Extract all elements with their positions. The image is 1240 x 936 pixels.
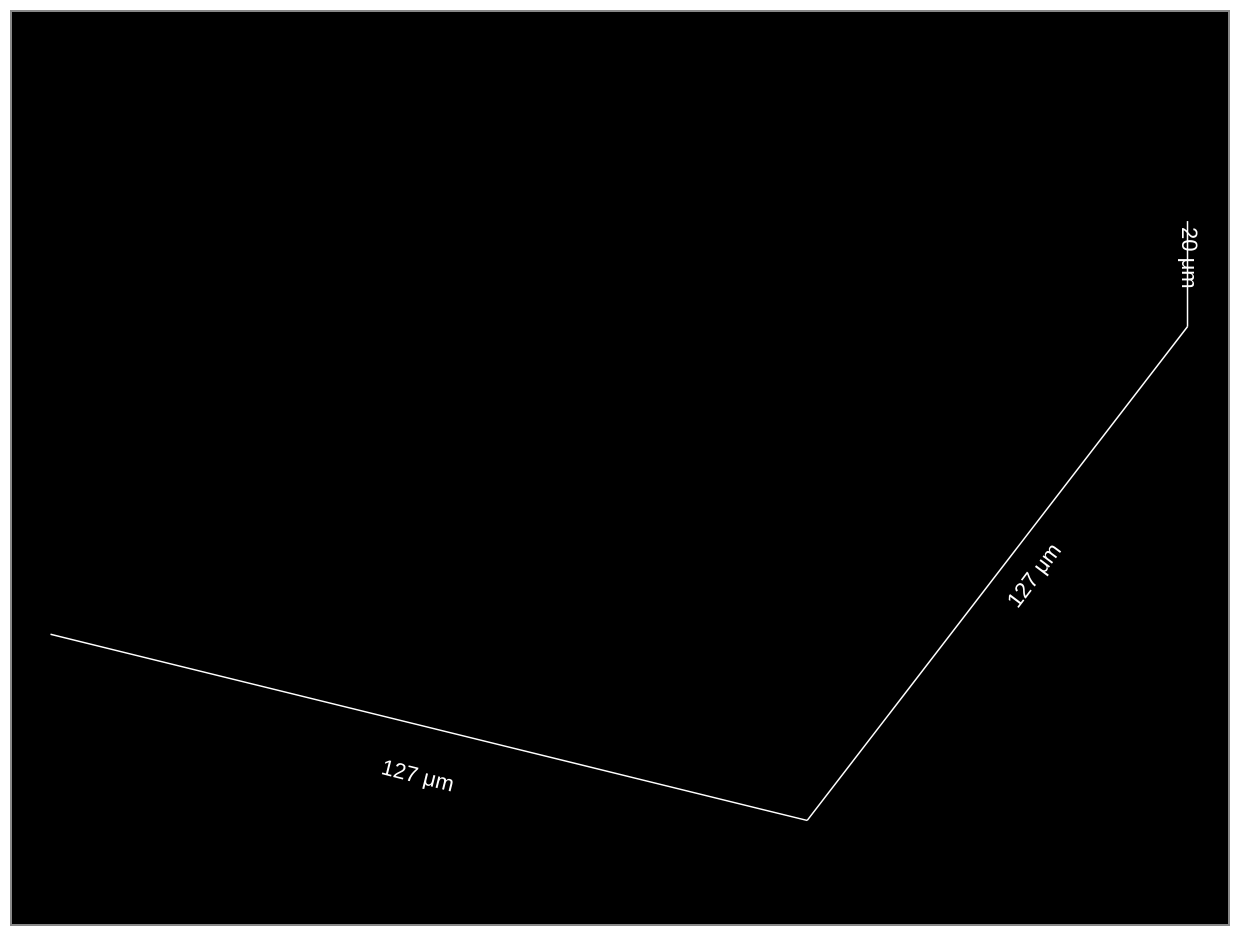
y-axis-line [807, 327, 1187, 821]
z-axis-label: 20 μm [1176, 227, 1202, 289]
diagram-frame: 127 μm 127 μm 20 μm [10, 10, 1230, 926]
x-axis-line [50, 634, 807, 820]
axes-svg [12, 12, 1228, 924]
